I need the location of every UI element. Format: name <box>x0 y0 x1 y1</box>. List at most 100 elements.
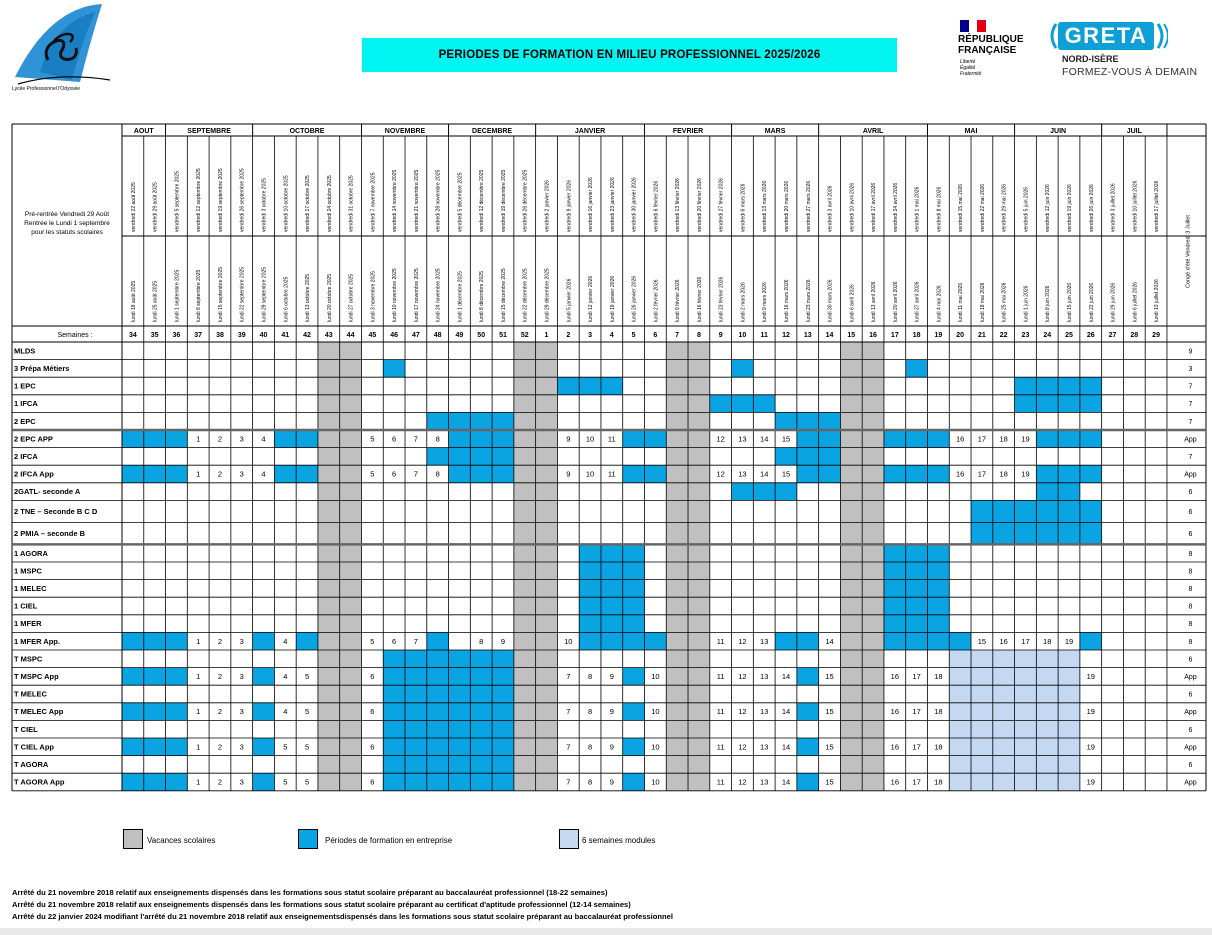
pfe-cell <box>622 465 645 483</box>
friday-date: vendredi 1 mai 2026 <box>915 186 921 232</box>
row-end-value: 8 <box>1189 586 1193 593</box>
pfe-cell <box>731 394 754 413</box>
pfe-cell <box>905 544 928 562</box>
pfe-cell <box>426 702 449 721</box>
week-number: 1 <box>196 707 200 716</box>
numbered-cell <box>1079 738 1102 756</box>
pfe-cell <box>383 773 406 791</box>
pfe-cell <box>426 720 449 738</box>
numbered-cell <box>361 465 384 483</box>
numbered-cell <box>971 632 993 650</box>
module-cell <box>1058 755 1080 774</box>
week-number: 14 <box>825 637 833 646</box>
numbered-cell <box>209 702 231 721</box>
monday-date: lundi 20 avril 2026 <box>893 281 899 322</box>
module-cell <box>1014 738 1037 756</box>
friday-date: vendredi 15 mai 2026 <box>958 184 964 232</box>
module-cell <box>1058 650 1080 668</box>
week-number: 12 <box>717 434 725 443</box>
row-label: 1 IFCA <box>14 399 38 408</box>
pfe-cell <box>709 394 732 413</box>
module-cell <box>971 650 993 668</box>
week-header: 7 <box>675 332 679 339</box>
friday-date: vendredi 12 septembre 2025 <box>196 168 202 232</box>
numbered-cell <box>905 773 928 791</box>
row-label: 2 TNE – Seconde B C D <box>14 507 98 516</box>
legend-vacation-swatch <box>123 829 143 849</box>
week-number: 15 <box>825 707 833 716</box>
pfe-cell <box>622 430 645 448</box>
row-label: 2 EPC APP <box>14 434 53 443</box>
friday-date: vendredi 5 décembre 2025 <box>457 172 463 232</box>
footnote-3: Arrêté du 22 janvier 2024 modifiant l'ar… <box>12 912 674 921</box>
legend-module-label: 6 semaines modules <box>582 836 656 845</box>
week-number: 16 <box>1000 637 1008 646</box>
pfe-cell <box>1058 500 1080 523</box>
week-number: 18 <box>934 778 942 787</box>
numbered-cell <box>230 702 253 721</box>
numbered-cell <box>883 738 906 756</box>
monday-date: lundi 13 octobre 2025 <box>305 274 311 322</box>
pfe-cell <box>448 755 471 774</box>
week-header: 1 <box>545 332 549 339</box>
numbered-cell <box>753 632 776 650</box>
pfe-cell <box>579 579 601 598</box>
numbered-cell <box>709 738 732 756</box>
friday-date: vendredi 17 juillet 2026 <box>1154 180 1160 232</box>
friday-date: vendredi 16 janvier 2026 <box>588 177 594 232</box>
week-number: 4 <box>283 707 287 716</box>
module-cell <box>949 685 972 703</box>
week-number: 9 <box>501 637 505 646</box>
numbered-cell <box>1036 632 1059 650</box>
numbered-cell <box>557 430 580 448</box>
pfe-cell <box>1079 465 1102 483</box>
pfe-cell <box>405 702 427 721</box>
week-number: 3 <box>240 637 244 646</box>
pfe-cell <box>122 667 144 686</box>
greta-region: NORD-ISÈRE <box>1062 54 1119 64</box>
week-number: 6 <box>392 434 396 443</box>
pfe-cell <box>905 579 928 598</box>
pfe-cell <box>274 430 297 448</box>
friday-date: vendredi 17 octobre 2025 <box>305 175 311 232</box>
pfe-cell <box>927 632 950 650</box>
week-number: 5 <box>370 470 374 479</box>
row-end-value: 6 <box>1189 531 1193 538</box>
module-cell <box>1036 667 1059 686</box>
pfe-cell <box>165 430 188 448</box>
pfe-cell <box>492 650 514 668</box>
row-end-value: 8 <box>1189 639 1193 646</box>
week-number: 9 <box>610 778 614 787</box>
monday-date: lundi 24 novembre 2025 <box>436 268 442 322</box>
pfe-cell <box>165 738 188 756</box>
pfe-cell <box>252 702 275 721</box>
pfe-cell <box>622 562 645 580</box>
row-end-value: 7 <box>1189 419 1193 426</box>
pfe-cell <box>426 685 449 703</box>
pfe-cell <box>1058 394 1080 413</box>
numbered-cell <box>579 465 601 483</box>
pfe-cell <box>1058 522 1080 545</box>
week-number: 16 <box>891 778 899 787</box>
module-cell <box>1036 738 1059 756</box>
pfe-cell <box>971 522 993 545</box>
friday-date: vendredi 5 juin 2026 <box>1023 187 1029 232</box>
pfe-cell <box>622 597 645 615</box>
numbered-cell <box>187 702 210 721</box>
friday-date: vendredi 19 décembre 2025 <box>501 170 507 232</box>
pfe-cell <box>383 755 406 774</box>
week-header: 3 <box>588 332 592 339</box>
pfe-cell <box>1058 430 1080 448</box>
numbered-cell <box>579 773 601 791</box>
module-cell <box>992 667 1015 686</box>
numbered-cell <box>775 773 797 791</box>
friday-date: vendredi 29 mai 2026 <box>1002 184 1008 232</box>
pfe-cell <box>1079 377 1102 395</box>
week-header: 6 <box>653 332 657 339</box>
week-number: 13 <box>738 470 746 479</box>
module-cell <box>949 755 972 774</box>
week-header: 52 <box>521 332 529 339</box>
pfe-cell <box>1079 632 1102 650</box>
pfe-cell <box>426 755 449 774</box>
